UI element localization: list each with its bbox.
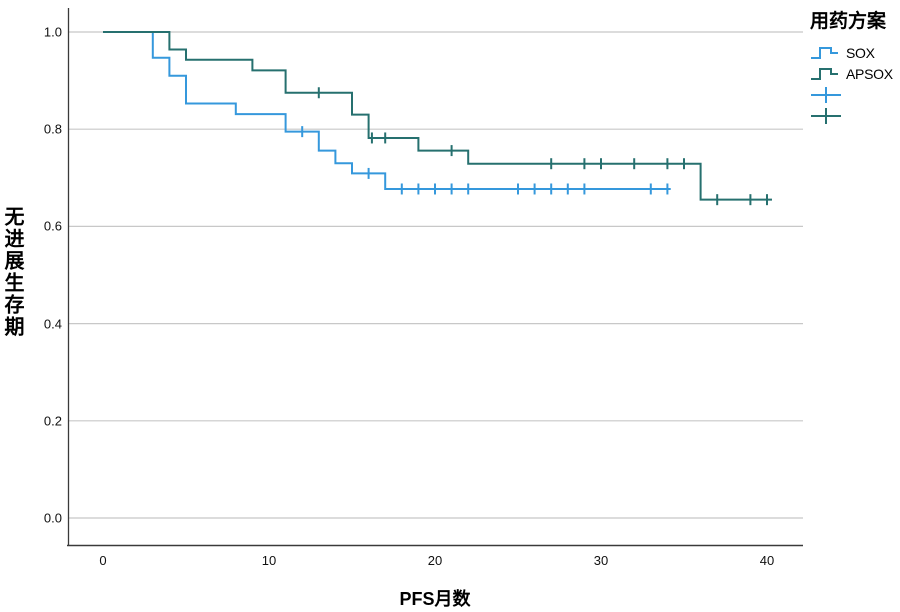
x-tick-label: 0 <box>99 553 107 568</box>
legend-item-label: SOX <box>846 44 875 61</box>
survival-curve-sox <box>103 31 671 190</box>
legend-item-sox-censored <box>810 84 900 105</box>
y-tick-label: 0.0 <box>43 510 62 526</box>
gridlines <box>68 31 803 519</box>
x-tick-label: 30 <box>593 553 609 568</box>
y-tick-label: 0.4 <box>43 316 62 332</box>
survival-curves <box>103 31 772 201</box>
step-line-icon <box>811 67 838 80</box>
legend: 用药方案 SOX APSOX <box>810 6 900 126</box>
x-tick-label: 40 <box>759 553 775 568</box>
y-tick-label: 1.0 <box>43 24 62 40</box>
x-tick-label: 10 <box>261 553 277 568</box>
axes <box>67 8 803 547</box>
legend-item-apsox-censored <box>810 105 900 126</box>
legend-item-apsox: APSOX <box>810 63 900 84</box>
x-axis-title: PFS月数 <box>399 589 471 609</box>
censor-cross-icon <box>811 86 841 103</box>
y-tick-label: 0.8 <box>43 121 62 137</box>
y-tick-label: 0.2 <box>43 413 62 429</box>
step-line-icon <box>811 46 838 59</box>
y-axis-title: 无进展生存期 <box>1 206 23 338</box>
legend-title: 用药方案 <box>810 11 887 32</box>
survival-curve-apsox <box>103 31 772 201</box>
x-tick-label: 20 <box>427 553 443 568</box>
y-tick-label: 0.6 <box>43 218 62 234</box>
censor-marks <box>301 87 768 206</box>
legend-item-label: APSOX <box>846 65 893 82</box>
legend-item-sox: SOX <box>810 42 900 63</box>
censor-cross-icon <box>811 107 841 124</box>
